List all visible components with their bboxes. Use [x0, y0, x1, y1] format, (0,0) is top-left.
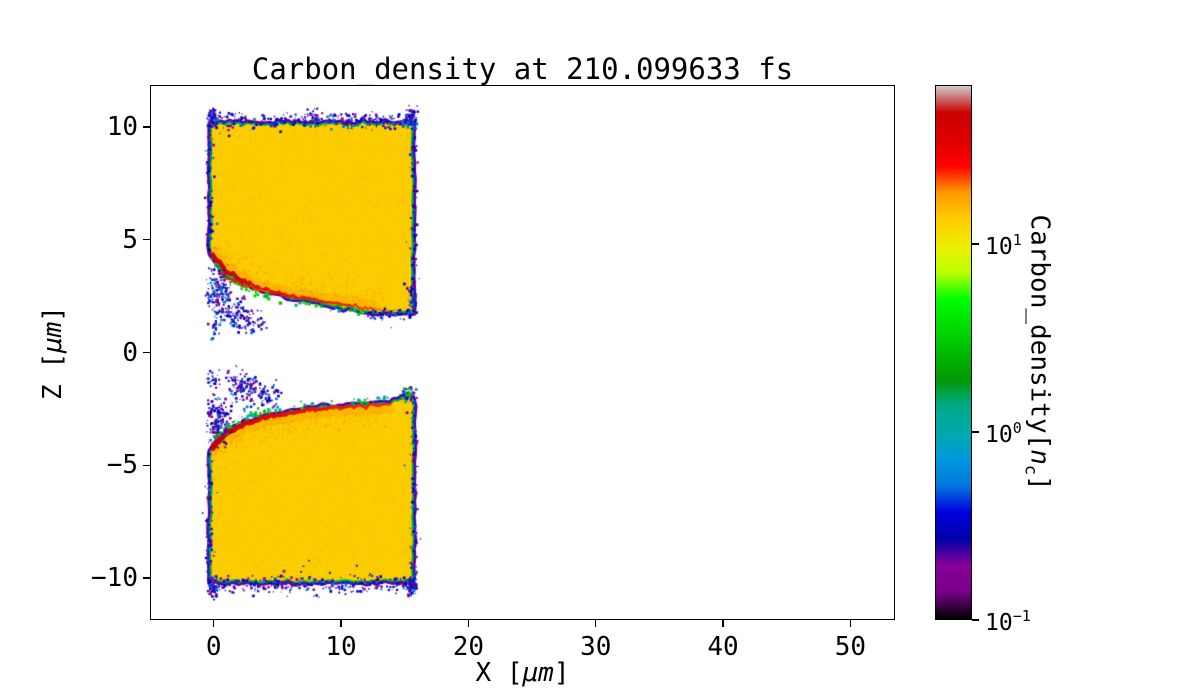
colorbar-tick-mark: [972, 619, 979, 621]
x-axis-label-suffix: ]: [553, 658, 570, 688]
colorbar-tick-label: 101: [985, 231, 1022, 260]
x-tick-label: 30: [580, 632, 612, 662]
colorbar-tick-label: 100: [985, 419, 1022, 448]
colorbar-label-suffix: ]: [1024, 474, 1055, 491]
colorbar: [935, 85, 972, 620]
colorbar-label-text: Carbon_density[nc]: [1021, 214, 1054, 490]
x-axis-label: X [μm]: [150, 658, 895, 688]
y-tick-mark: [143, 577, 150, 579]
x-tick-label: 50: [834, 632, 867, 662]
x-tick-label: 40: [707, 632, 739, 662]
axes-frame: [150, 85, 895, 620]
colorbar-tick-label: 10−1: [985, 607, 1031, 636]
x-tick-label: 20: [452, 632, 485, 662]
y-axis-label-suffix: ]: [38, 305, 68, 322]
x-tick-mark: [212, 620, 215, 627]
x-axis-label-prefix: X [: [475, 658, 523, 688]
y-tick-label: 10: [106, 111, 138, 142]
y-tick-mark: [143, 238, 150, 241]
y-tick-mark: [143, 464, 150, 467]
heatmap-canvas: [150, 85, 895, 620]
x-tick-label: 10: [325, 632, 357, 662]
plot-title: Carbon_density at 210.099633 fs: [251, 52, 794, 86]
colorbar-label-sub: c: [1021, 464, 1042, 475]
y-tick-label: 0: [122, 337, 138, 368]
x-tick-mark: [722, 620, 724, 627]
y-tick-mark: [143, 351, 150, 354]
x-tick-mark: [849, 620, 852, 627]
x-tick-label: 0: [205, 632, 222, 662]
x-axis-unit: μm: [522, 658, 554, 688]
colorbar-label: Carbon_density[nc]: [1008, 85, 1068, 620]
colorbar-tick-mark: [972, 431, 979, 433]
y-tick-label: 5: [122, 224, 138, 255]
x-tick-mark: [594, 620, 597, 627]
y-tick-label: −5: [106, 450, 138, 481]
y-tick-mark: [143, 126, 150, 128]
colorbar-label-var: n: [1024, 449, 1055, 465]
x-tick-mark: [467, 620, 470, 627]
colorbar-tick-mark: [972, 243, 979, 245]
x-tick-mark: [340, 620, 342, 627]
y-tick-label: −10: [91, 563, 138, 594]
colorbar-label-prefix: Carbon_density[: [1024, 214, 1055, 450]
